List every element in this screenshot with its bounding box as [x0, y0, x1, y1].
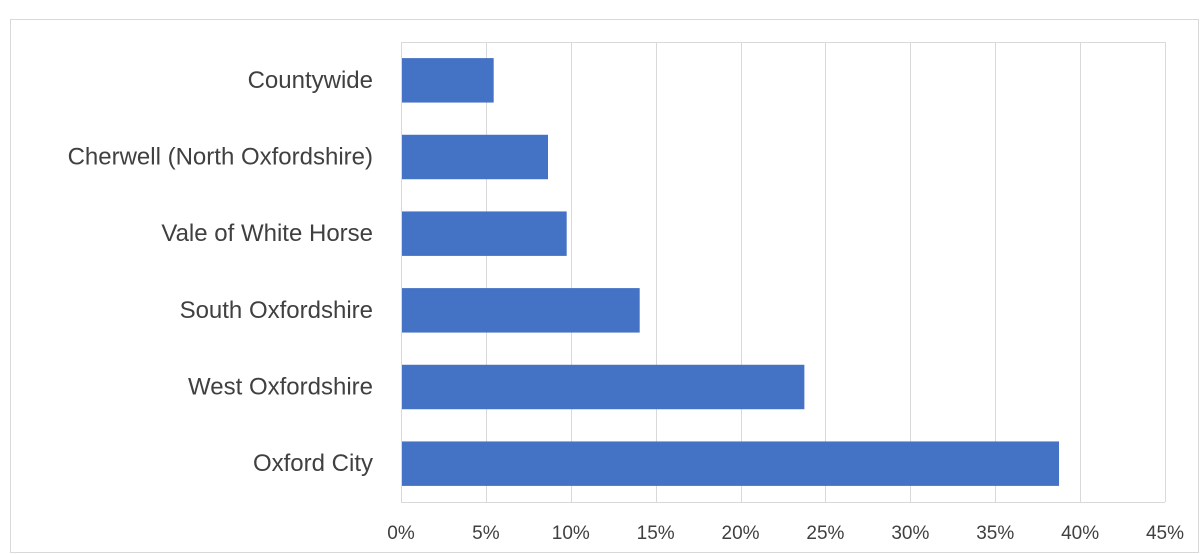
- x-tick-label: 20%: [722, 523, 760, 544]
- bars: [402, 58, 1060, 486]
- category-label: West Oxfordshire: [188, 374, 373, 401]
- bar: [402, 134, 549, 180]
- x-tick-label: 0%: [387, 523, 415, 544]
- bar: [402, 211, 567, 256]
- x-tick-label: 5%: [472, 523, 500, 544]
- gridlines: [401, 42, 1166, 503]
- bar: [402, 58, 494, 103]
- bar: [402, 288, 640, 333]
- category-label: Countywide: [248, 67, 373, 94]
- x-tick-label: 45%: [1146, 523, 1184, 544]
- x-tick-label: 25%: [806, 523, 844, 544]
- x-tick-label: 15%: [637, 523, 675, 544]
- category-label: Vale of White Horse: [161, 220, 373, 247]
- x-tick-label: 40%: [1061, 523, 1099, 544]
- category-label: South Oxfordshire: [180, 297, 373, 324]
- bar: [402, 364, 805, 410]
- category-labels: Countywide Cherwell (North Oxfordshire) Va…: [68, 67, 373, 477]
- x-tick-label: 35%: [976, 523, 1014, 544]
- bar: [402, 441, 1060, 486]
- x-tick-labels: 0% 5% 10% 15% 20% 25% 30% 35% 40% 45%: [387, 523, 1184, 544]
- category-label: Oxford City: [253, 450, 373, 477]
- x-tick-label: 30%: [891, 523, 929, 544]
- x-tick-label: 10%: [552, 523, 590, 544]
- category-label: Cherwell (North Oxfordshire): [68, 144, 373, 171]
